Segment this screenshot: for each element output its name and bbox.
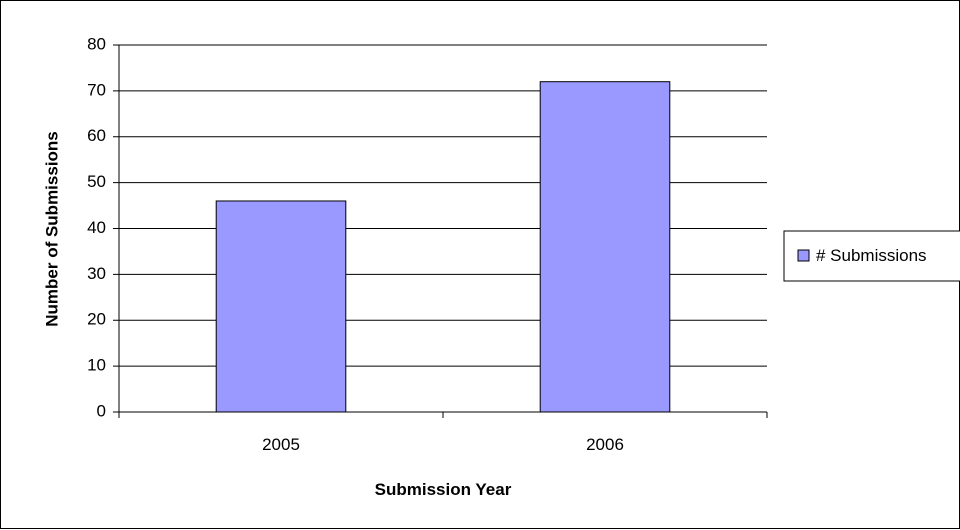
y-tick-label: 40 xyxy=(87,218,106,237)
bar-2006 xyxy=(539,81,671,413)
y-tick-label: 50 xyxy=(87,172,106,191)
x-tick-label: 2005 xyxy=(262,435,300,454)
y-tick-labels: 0 10 20 30 40 50 60 70 80 xyxy=(87,34,119,420)
bars xyxy=(215,81,671,413)
y-tick-label: 20 xyxy=(87,310,106,329)
legend: # Submissions xyxy=(783,230,960,282)
legend-label: # Submissions xyxy=(816,246,927,265)
x-axis-title: Submission Year xyxy=(375,480,512,499)
y-axis-title: Number of Submissions xyxy=(42,131,61,327)
bar-2005 xyxy=(215,200,347,413)
y-tick-label: 0 xyxy=(97,401,106,420)
x-tick-label: 2006 xyxy=(586,435,624,454)
y-tick-label: 80 xyxy=(87,34,106,53)
y-tick-label: 70 xyxy=(87,80,106,99)
y-tick-label: 10 xyxy=(87,356,106,375)
y-tick-label: 60 xyxy=(87,126,106,145)
y-tick-label: 30 xyxy=(87,264,106,283)
x-tick-labels: 2005 2006 xyxy=(118,412,768,454)
legend-box xyxy=(783,230,960,282)
legend-swatch xyxy=(797,249,810,262)
